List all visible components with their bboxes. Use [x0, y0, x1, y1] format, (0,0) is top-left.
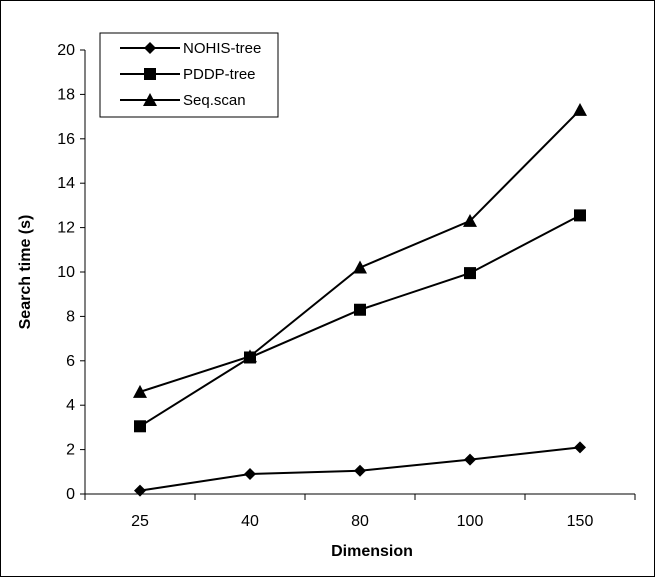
y-tick-label: 8 [66, 308, 75, 325]
y-tick-label: 18 [57, 86, 75, 103]
data-point-pddp-tree [354, 303, 366, 316]
y-tick-label: 2 [66, 442, 75, 459]
x-tick-label: 80 [351, 513, 369, 530]
y-tick-label: 10 [57, 264, 75, 281]
data-point-seq-scan [573, 102, 587, 116]
y-ticks: 0 2 4 6 8 10 12 14 16 18 20 [57, 42, 85, 503]
legend: NOHIS-tree PDDP-tree Seq.scan [99, 32, 279, 118]
legend-marker-nohis-tree [144, 42, 156, 54]
x-ticks: 25 40 80 100 150 [84, 494, 636, 530]
y-tick-label: 16 [57, 131, 75, 148]
data-point-seq-scan [463, 213, 477, 227]
legend-marker-seq-scan [143, 93, 157, 106]
data-point-seq-scan [353, 260, 367, 274]
x-tick-label: 150 [567, 513, 594, 530]
data-point-pddp-tree [574, 209, 586, 222]
x-tick-label: 25 [131, 513, 149, 530]
legend-label-seq-scan: Seq.scan [183, 92, 246, 109]
x-tick-label: 40 [241, 513, 259, 530]
y-tick-label: 12 [57, 220, 75, 237]
data-point-pddp-tree [134, 420, 146, 433]
y-tick-label: 6 [66, 353, 75, 370]
series-group [133, 102, 587, 497]
data-point-pddp-tree [464, 267, 476, 280]
y-tick-label: 20 [57, 42, 75, 59]
data-point-seq-scan [133, 384, 147, 398]
y-tick-label: 0 [66, 486, 75, 503]
series-line-pddp-tree [139, 214, 581, 428]
legend-label-pddp-tree: PDDP-tree [183, 66, 256, 83]
x-tick-label: 100 [457, 513, 484, 530]
data-point-nohis-tree [134, 484, 146, 497]
legend-label-nohis-tree: NOHIS-tree [183, 40, 261, 57]
data-point-nohis-tree [354, 464, 366, 477]
legend-marker-pddp-tree [144, 68, 156, 80]
y-tick-label: 14 [57, 175, 75, 192]
data-point-nohis-tree [464, 453, 476, 466]
data-point-nohis-tree [574, 441, 586, 454]
y-axis-title: Search time (s) [17, 215, 34, 330]
y-tick-label: 4 [66, 397, 75, 414]
data-point-nohis-tree [244, 468, 256, 481]
x-axis-title: Dimension [331, 543, 413, 560]
data-point-seq-scan [243, 349, 257, 363]
